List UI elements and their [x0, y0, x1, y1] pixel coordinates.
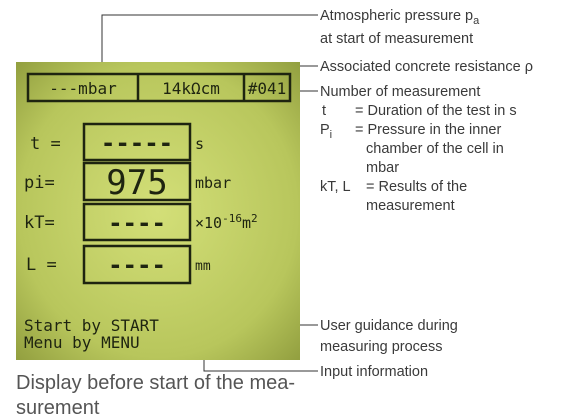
- annotation: Atmospheric pressure pa: [320, 8, 480, 27]
- lcd-unit: mm: [195, 259, 211, 274]
- caption: surement: [16, 397, 100, 419]
- annotation: t: [322, 103, 326, 119]
- lcd-label: pi=: [24, 173, 55, 193]
- lcd-label: L =: [26, 255, 57, 275]
- unit-base: ×10: [195, 214, 222, 232]
- lcd-pressure: ---mbar: [49, 79, 117, 98]
- annotation-sub: a: [473, 15, 480, 27]
- annotation: kT, L: [320, 179, 351, 195]
- unit-m-exp: 2: [251, 212, 258, 225]
- annotation: mbar: [366, 160, 399, 176]
- lcd-value: 975: [106, 163, 167, 203]
- annotation: Pi: [320, 122, 332, 141]
- annotation: Associated concrete resistance ρ: [320, 59, 533, 75]
- annotation-sub: i: [330, 129, 332, 141]
- annotation-text: P: [320, 122, 330, 138]
- annotation: Input information: [320, 364, 428, 380]
- annotation: Number of measurement: [320, 84, 480, 100]
- annotation-text: Atmospheric pressure p: [320, 8, 473, 24]
- annotation: User guidance during: [320, 318, 458, 334]
- unit-exp: -16: [222, 212, 242, 225]
- lcd-unit: s: [195, 135, 204, 153]
- annotation: at start of measurement: [320, 31, 473, 47]
- annotation: measurement: [366, 198, 455, 214]
- caption: Display before start of the mea-: [16, 372, 295, 394]
- unit-m: m: [242, 214, 251, 232]
- lcd-label: t =: [30, 134, 61, 154]
- lcd-value: ----: [108, 251, 166, 279]
- lcd-resistance: 14kΩcm: [162, 79, 220, 98]
- annotation: = Results of the: [366, 179, 467, 195]
- lcd-label: kT=: [24, 213, 55, 233]
- lcd-guidance: Menu by MENU: [24, 333, 140, 352]
- lcd-number: #041: [248, 79, 287, 98]
- annotation: = Duration of the test in s: [355, 103, 517, 119]
- lcd-value: -----: [101, 129, 173, 157]
- annotation: chamber of the cell in: [366, 141, 504, 157]
- lcd-value: ----: [108, 209, 166, 237]
- lcd-unit: mbar: [195, 174, 231, 192]
- annotation: = Pressure in the inner: [355, 122, 501, 138]
- diagram: ---mbar 14kΩcm #041 t = ----- s pi= 975 …: [0, 0, 581, 419]
- annotation: measuring process: [320, 339, 443, 355]
